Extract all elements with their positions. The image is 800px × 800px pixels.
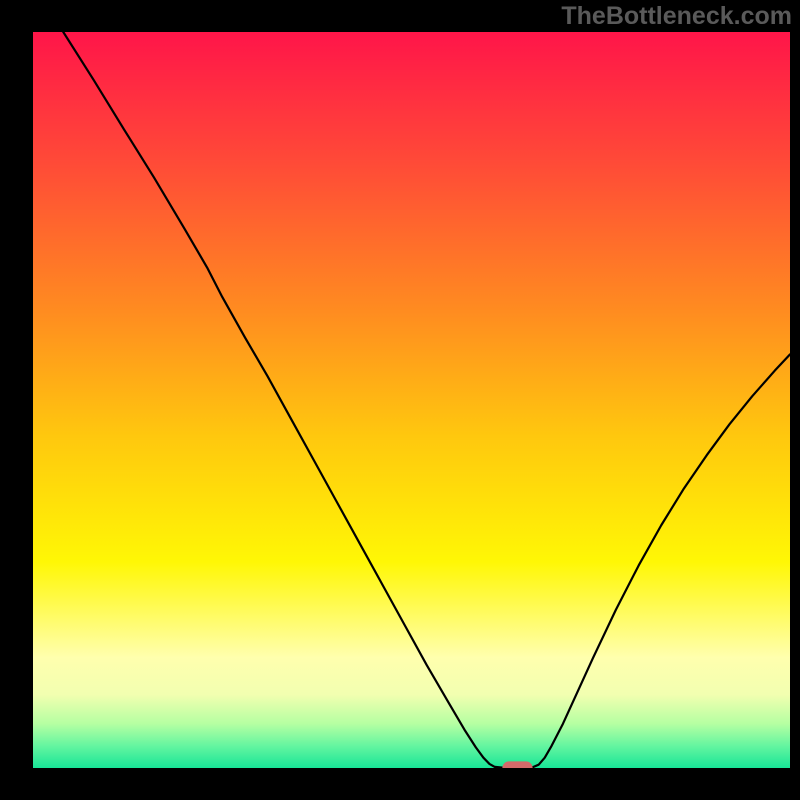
plot-area: [33, 32, 790, 768]
gradient-background: [33, 32, 790, 768]
watermark-text: TheBottleneck.com: [561, 2, 792, 31]
optimum-marker: [502, 761, 532, 768]
chart-svg: [33, 32, 790, 768]
chart-frame: TheBottleneck.com: [0, 0, 800, 800]
